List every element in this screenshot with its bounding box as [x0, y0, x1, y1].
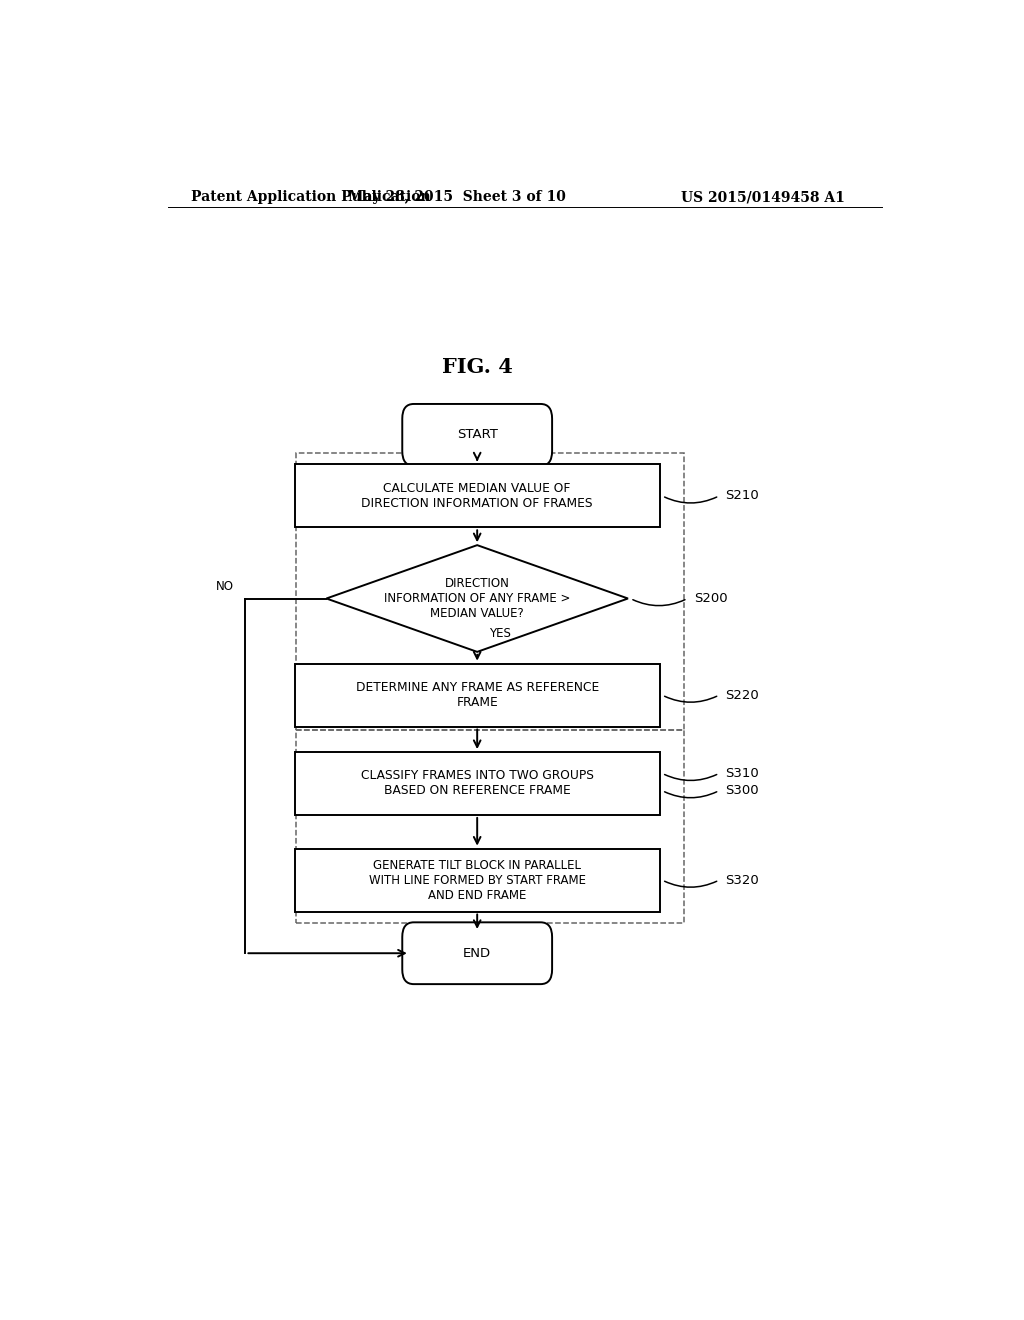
Text: END: END — [463, 946, 492, 960]
Bar — [295, 752, 659, 814]
Text: US 2015/0149458 A1: US 2015/0149458 A1 — [681, 190, 845, 205]
Text: NO: NO — [215, 579, 233, 593]
Text: DETERMINE ANY FRAME AS REFERENCE
FRAME: DETERMINE ANY FRAME AS REFERENCE FRAME — [355, 681, 599, 709]
Text: START: START — [457, 429, 498, 441]
Text: S200: S200 — [694, 591, 727, 605]
Text: DIRECTION
INFORMATION OF ANY FRAME >
MEDIAN VALUE?: DIRECTION INFORMATION OF ANY FRAME > MED… — [384, 577, 570, 620]
Text: GENERATE TILT BLOCK IN PARALLEL
WITH LINE FORMED BY START FRAME
AND END FRAME: GENERATE TILT BLOCK IN PARALLEL WITH LIN… — [369, 858, 586, 902]
Bar — [295, 849, 659, 912]
Text: CALCULATE MEDIAN VALUE OF
DIRECTION INFORMATION OF FRAMES: CALCULATE MEDIAN VALUE OF DIRECTION INFO… — [361, 482, 593, 510]
Bar — [296, 730, 684, 923]
Text: S320: S320 — [726, 874, 760, 887]
Text: Patent Application Publication: Patent Application Publication — [191, 190, 431, 205]
Text: CLASSIFY FRAMES INTO TWO GROUPS
BASED ON REFERENCE FRAME: CLASSIFY FRAMES INTO TWO GROUPS BASED ON… — [360, 770, 594, 797]
Text: May 28, 2015  Sheet 3 of 10: May 28, 2015 Sheet 3 of 10 — [348, 190, 566, 205]
Bar — [295, 465, 659, 528]
Text: FIG. 4: FIG. 4 — [441, 356, 513, 376]
Text: S220: S220 — [726, 689, 760, 701]
FancyBboxPatch shape — [402, 404, 552, 466]
Text: YES: YES — [489, 627, 511, 640]
Text: S210: S210 — [726, 490, 760, 503]
FancyBboxPatch shape — [402, 923, 552, 985]
Text: S300: S300 — [726, 784, 759, 797]
Bar — [295, 664, 659, 726]
Bar — [296, 453, 684, 730]
Text: S310: S310 — [726, 767, 760, 780]
Polygon shape — [327, 545, 628, 652]
